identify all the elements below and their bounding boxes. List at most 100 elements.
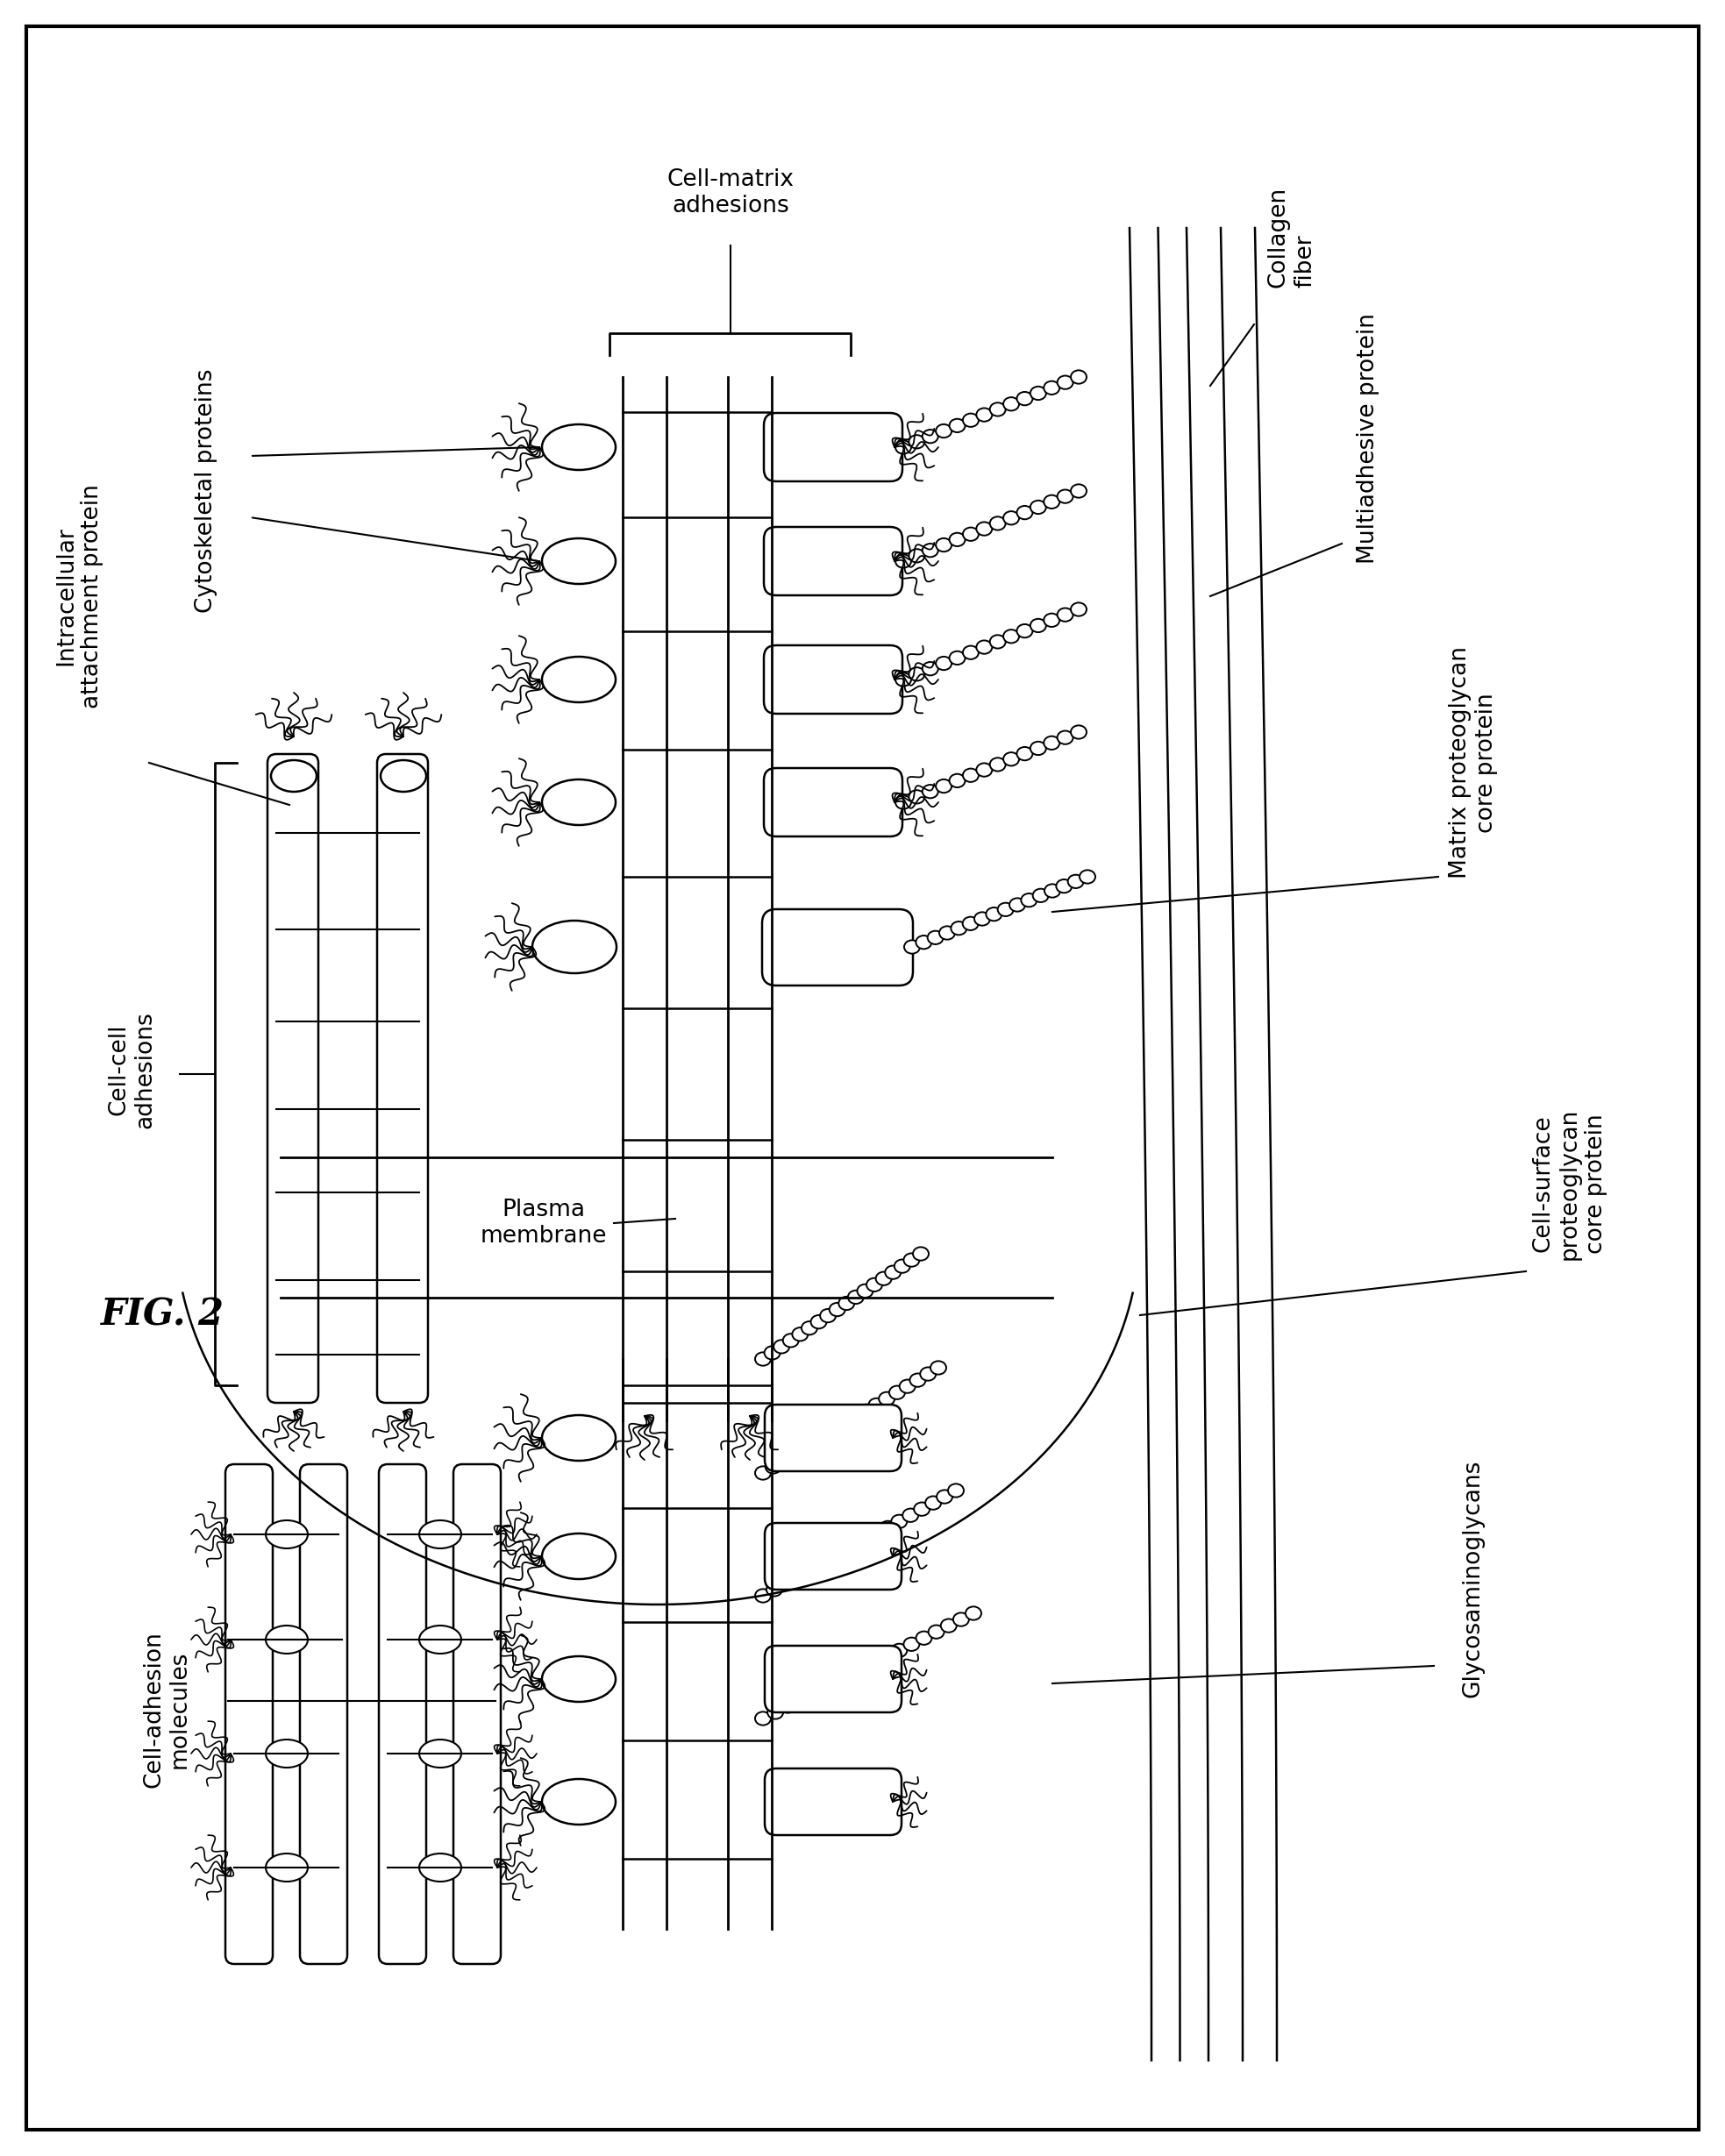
Ellipse shape xyxy=(1033,888,1049,901)
Ellipse shape xyxy=(1044,884,1061,897)
Ellipse shape xyxy=(963,916,978,929)
Ellipse shape xyxy=(756,1589,771,1602)
Ellipse shape xyxy=(923,785,938,798)
Ellipse shape xyxy=(878,1393,895,1406)
Ellipse shape xyxy=(533,921,616,972)
FancyBboxPatch shape xyxy=(764,768,902,837)
Ellipse shape xyxy=(1016,507,1033,520)
Ellipse shape xyxy=(892,1643,907,1658)
Ellipse shape xyxy=(812,1559,828,1572)
Ellipse shape xyxy=(838,1296,854,1311)
Ellipse shape xyxy=(1071,604,1087,617)
Ellipse shape xyxy=(542,1779,616,1824)
FancyBboxPatch shape xyxy=(764,526,902,595)
FancyBboxPatch shape xyxy=(267,755,319,1404)
Ellipse shape xyxy=(842,1669,857,1682)
Ellipse shape xyxy=(776,1453,792,1468)
Text: Cell-matrix
adhesions: Cell-matrix adhesions xyxy=(668,168,794,218)
Ellipse shape xyxy=(869,1526,885,1542)
Ellipse shape xyxy=(792,1692,807,1708)
Ellipse shape xyxy=(937,425,952,438)
Ellipse shape xyxy=(885,1266,900,1279)
Text: Cell-cell
adhesions: Cell-cell adhesions xyxy=(107,1011,155,1128)
Text: Cytoskeletal proteins: Cytoskeletal proteins xyxy=(195,369,217,612)
Ellipse shape xyxy=(1044,382,1059,395)
Ellipse shape xyxy=(940,1619,957,1632)
Ellipse shape xyxy=(419,1626,461,1654)
Ellipse shape xyxy=(835,1546,850,1559)
Ellipse shape xyxy=(419,1520,461,1548)
Ellipse shape xyxy=(954,1613,969,1626)
FancyBboxPatch shape xyxy=(762,910,913,985)
FancyBboxPatch shape xyxy=(380,1464,426,1964)
Ellipse shape xyxy=(778,1576,794,1591)
Ellipse shape xyxy=(937,1490,952,1503)
Ellipse shape xyxy=(381,761,426,791)
Ellipse shape xyxy=(937,539,952,552)
Ellipse shape xyxy=(963,528,978,541)
Ellipse shape xyxy=(828,1423,844,1436)
Ellipse shape xyxy=(990,403,1006,416)
Ellipse shape xyxy=(756,1352,771,1365)
Ellipse shape xyxy=(1044,614,1059,627)
Ellipse shape xyxy=(904,940,919,953)
Ellipse shape xyxy=(419,1740,461,1768)
Ellipse shape xyxy=(949,418,966,433)
Ellipse shape xyxy=(923,429,938,444)
Ellipse shape xyxy=(976,763,992,776)
Ellipse shape xyxy=(788,1570,806,1585)
Ellipse shape xyxy=(928,1626,944,1639)
Ellipse shape xyxy=(542,1533,616,1578)
Ellipse shape xyxy=(930,1360,947,1376)
Ellipse shape xyxy=(1004,397,1019,410)
Text: Matrix proteoglycan
core protein: Matrix proteoglycan core protein xyxy=(1449,647,1497,880)
Text: Cell-surface
proteoglycan
core protein: Cell-surface proteoglycan core protein xyxy=(1532,1108,1608,1259)
Ellipse shape xyxy=(1021,893,1037,908)
Ellipse shape xyxy=(880,1520,895,1535)
Ellipse shape xyxy=(987,908,1002,921)
Ellipse shape xyxy=(1071,371,1087,384)
Ellipse shape xyxy=(542,539,616,584)
Ellipse shape xyxy=(1030,619,1045,632)
Ellipse shape xyxy=(849,1291,864,1304)
Ellipse shape xyxy=(990,757,1006,772)
Ellipse shape xyxy=(780,1699,795,1712)
Ellipse shape xyxy=(990,636,1006,649)
Ellipse shape xyxy=(783,1335,799,1348)
Ellipse shape xyxy=(768,1705,783,1718)
FancyBboxPatch shape xyxy=(764,1404,902,1470)
Ellipse shape xyxy=(1057,608,1073,621)
Ellipse shape xyxy=(976,522,992,535)
Ellipse shape xyxy=(823,1552,838,1565)
Ellipse shape xyxy=(904,1253,919,1268)
Ellipse shape xyxy=(830,1302,845,1315)
Ellipse shape xyxy=(975,912,990,925)
Ellipse shape xyxy=(928,931,944,944)
Ellipse shape xyxy=(923,662,938,675)
Ellipse shape xyxy=(909,1373,926,1386)
Ellipse shape xyxy=(997,903,1014,916)
Ellipse shape xyxy=(950,921,966,936)
Ellipse shape xyxy=(1068,875,1083,888)
Ellipse shape xyxy=(937,658,952,671)
Ellipse shape xyxy=(963,414,978,427)
Ellipse shape xyxy=(266,1626,307,1654)
Ellipse shape xyxy=(1071,724,1087,740)
Ellipse shape xyxy=(266,1520,307,1548)
Ellipse shape xyxy=(916,936,932,949)
Ellipse shape xyxy=(1057,375,1073,388)
Ellipse shape xyxy=(1030,742,1045,755)
Ellipse shape xyxy=(899,1380,916,1393)
Ellipse shape xyxy=(894,1259,911,1272)
Ellipse shape xyxy=(949,774,966,787)
Ellipse shape xyxy=(818,1429,833,1442)
Ellipse shape xyxy=(976,640,992,653)
Text: Collagen
fiber: Collagen fiber xyxy=(1268,185,1316,287)
Ellipse shape xyxy=(1057,731,1073,744)
Ellipse shape xyxy=(892,1516,907,1529)
Ellipse shape xyxy=(804,1686,821,1701)
Ellipse shape xyxy=(938,927,956,940)
Ellipse shape xyxy=(895,440,911,455)
Ellipse shape xyxy=(909,789,925,804)
Ellipse shape xyxy=(949,651,966,664)
